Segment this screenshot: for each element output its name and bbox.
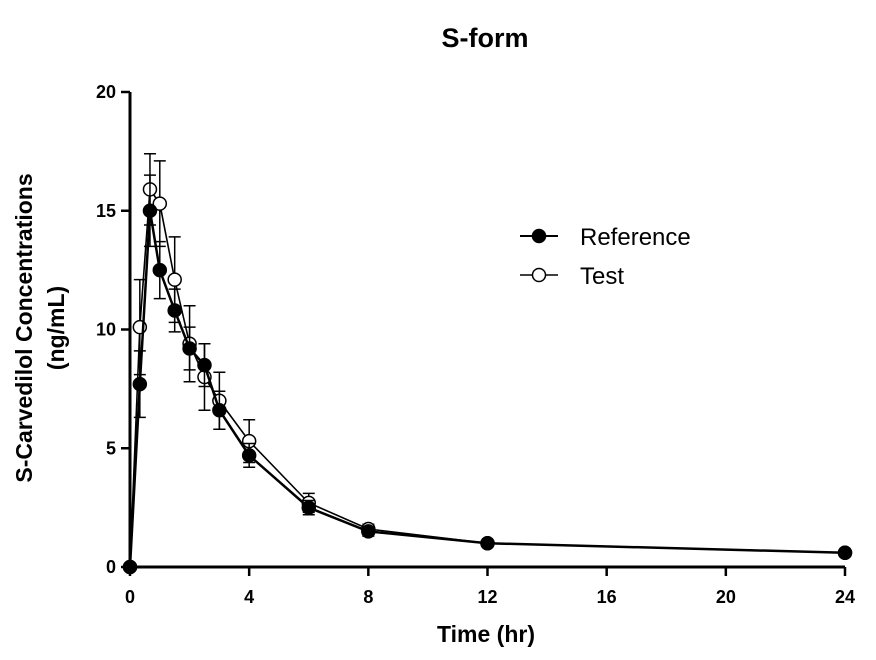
legend: Reference Test <box>520 224 691 290</box>
data-point-reference <box>241 448 257 463</box>
data-point-reference <box>301 500 316 515</box>
y-tick-label: 0 <box>106 557 116 577</box>
axes <box>128 92 845 569</box>
legend-test-label: Test <box>580 263 624 290</box>
data-point-reference <box>122 559 138 575</box>
data-point-reference <box>837 545 853 560</box>
series-test <box>122 153 853 575</box>
legend-reference-label: Reference <box>580 224 691 251</box>
x-ticks: 0 4 8 12 16 20 24 <box>125 567 855 607</box>
y-ticks: 0 5 10 15 20 <box>96 82 130 577</box>
y-tick-label: 20 <box>96 82 116 102</box>
x-tick-label: 20 <box>716 587 736 607</box>
legend-reference-marker <box>531 228 547 244</box>
chart-title: S-form <box>442 23 529 53</box>
data-point-reference <box>212 403 227 418</box>
x-tick-label: 24 <box>835 587 855 607</box>
x-tick-label: 12 <box>477 587 497 607</box>
data-point-reference <box>142 203 158 218</box>
y-axis-label-line1: S-Carvedilol Concentrations <box>11 173 37 482</box>
data-point-reference <box>361 524 376 539</box>
x-tick-label: 0 <box>125 587 135 607</box>
data-point-reference <box>480 536 495 551</box>
data-point-reference <box>152 262 168 278</box>
data-point-reference <box>197 357 212 373</box>
series-line-reference <box>128 210 846 568</box>
x-tick-label: 4 <box>244 587 254 607</box>
series-line-test <box>129 187 846 568</box>
data-point-reference <box>182 341 197 356</box>
x-axis-label: Time (hr) <box>437 621 535 647</box>
x-tick-label: 16 <box>597 587 617 607</box>
data-point-test <box>152 196 168 211</box>
legend-test-marker <box>531 267 547 283</box>
y-tick-label: 5 <box>106 438 116 458</box>
x-tick-label: 8 <box>363 587 373 607</box>
y-tick-label: 15 <box>96 201 116 221</box>
y-tick-label: 10 <box>96 320 116 340</box>
series-layer <box>122 153 853 575</box>
data-point-reference <box>132 376 148 392</box>
data-point-test <box>167 272 182 287</box>
y-axis-label-line2: (ng/mL) <box>43 286 69 370</box>
series-reference <box>122 174 853 575</box>
data-point-reference <box>167 303 182 318</box>
